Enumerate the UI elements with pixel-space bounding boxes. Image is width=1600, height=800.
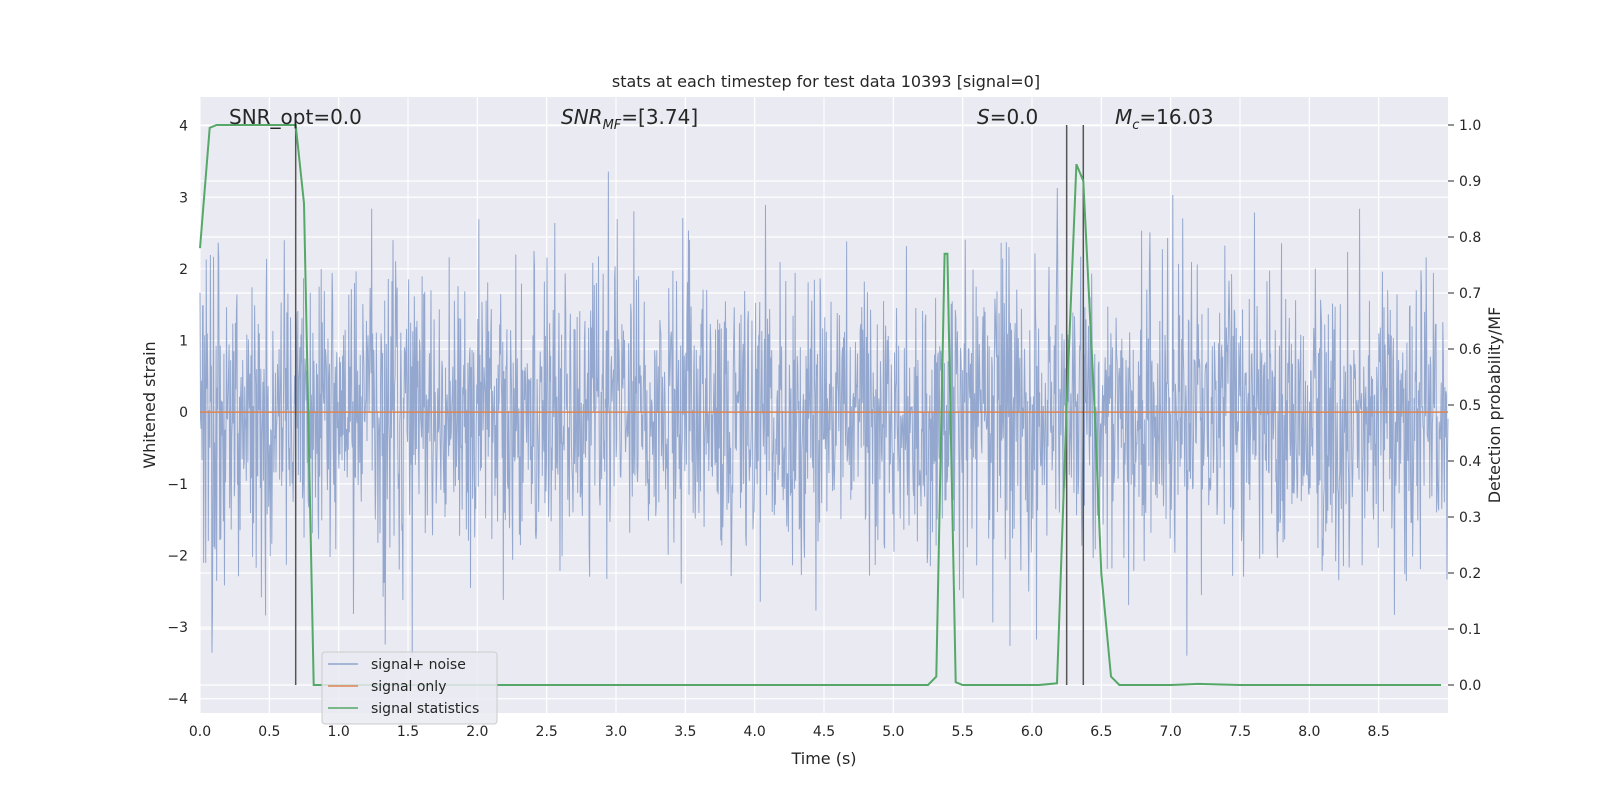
mc-value: =16.03 (1139, 105, 1213, 129)
y-axis-label: Whitened strain (140, 341, 159, 468)
mc-main: M (1115, 105, 1132, 129)
x-tick-label: 7.5 (1229, 724, 1251, 740)
annotation-s: S=0.0 (977, 105, 1038, 129)
y-tick-label: −1 (167, 477, 188, 493)
y-tick-label: 1 (179, 334, 188, 350)
signal-noise-path (199, 171, 1449, 656)
right-tick-label: 0.1 (1459, 622, 1481, 638)
legend-label-noise: signal+ noise (371, 657, 466, 673)
x-axis-label: Time (s) (790, 749, 856, 768)
x-tick-label: 0.5 (258, 724, 280, 740)
snr-mf-sub: MF (603, 118, 622, 133)
y-axis-ticks: 4 3 2 1 0 −1 −2 −3 −4 (167, 119, 188, 708)
x-tick-label: 5.5 (952, 724, 974, 740)
x-tick-label: 4.0 (744, 724, 766, 740)
annotation-mc: Mc=16.03 (1115, 105, 1213, 133)
legend-label-stats: signal statistics (371, 701, 479, 717)
legend-box (321, 651, 498, 725)
x-tick-label: 8.5 (1368, 724, 1390, 740)
x-tick-label: 6.0 (1021, 724, 1043, 740)
x-tick-label: 5.0 (882, 724, 904, 740)
legend: signal+ noise signal only signal statist… (321, 651, 498, 725)
signal-statistics-series (199, 124, 1442, 686)
x-axis-ticks: 0.0 0.5 1.0 1.5 2.0 2.5 3.0 3.5 4.0 4.5 5.0 5.5 6.0 6… (189, 724, 1390, 740)
right-tick-label: 0.0 (1459, 678, 1481, 694)
signal-noise-series (199, 171, 1449, 656)
right-tick-label: 0.5 (1459, 398, 1481, 414)
x-tick-label: 2.5 (536, 724, 558, 740)
annotation-snr-mf: SNRMF=[3.74] (561, 105, 698, 133)
y-tick-label: 4 (179, 119, 188, 135)
y-tick-label: −4 (167, 692, 188, 708)
x-tick-label: 8.0 (1298, 724, 1320, 740)
s-main: S (977, 105, 990, 129)
x-tick-label: 4.5 (813, 724, 835, 740)
s-value: =0.0 (990, 105, 1039, 129)
snr-mf-main: SNR (561, 105, 603, 129)
y-tick-label: 0 (179, 405, 188, 421)
right-tick-label: 0.6 (1459, 342, 1481, 358)
annotation-snr-opt: SNR_opt=0.0 (229, 105, 362, 129)
right-y-axis-label: Detection probability/MF (1485, 307, 1504, 504)
x-tick-label: 3.5 (674, 724, 696, 740)
right-tick-label: 0.9 (1459, 174, 1481, 190)
x-tick-label: 1.5 (397, 724, 419, 740)
right-tick-label: 0.2 (1459, 566, 1481, 582)
x-tick-label: 2.0 (466, 724, 488, 740)
x-tick-label: 6.5 (1090, 724, 1112, 740)
right-tick-label: 0.7 (1459, 286, 1481, 302)
x-tick-label: 0.0 (189, 724, 211, 740)
x-tick-label: 7.0 (1160, 724, 1182, 740)
y-tick-label: 2 (179, 262, 188, 278)
right-tick-label: 0.3 (1459, 510, 1481, 526)
chart-title: stats at each timestep for test data 103… (612, 72, 1040, 91)
right-tick-label: 1.0 (1459, 118, 1481, 134)
mc-sub: c (1132, 118, 1139, 133)
y-tick-label: 3 (179, 190, 188, 206)
legend-label-signal-only: signal only (371, 679, 446, 695)
x-tick-label: 1.0 (328, 724, 350, 740)
y-tick-label: −2 (167, 548, 188, 564)
snr-mf-value: =[3.74] (621, 105, 698, 129)
x-tick-label: 3.0 (605, 724, 627, 740)
right-y-axis-ticks: 1.0 0.9 0.8 0.7 0.6 0.5 0.4 0.3 0.2 0.1 0.0 (1448, 118, 1481, 694)
right-tick-label: 0.4 (1459, 454, 1481, 470)
right-tick-label: 0.8 (1459, 230, 1481, 246)
y-tick-label: −3 (167, 620, 188, 636)
